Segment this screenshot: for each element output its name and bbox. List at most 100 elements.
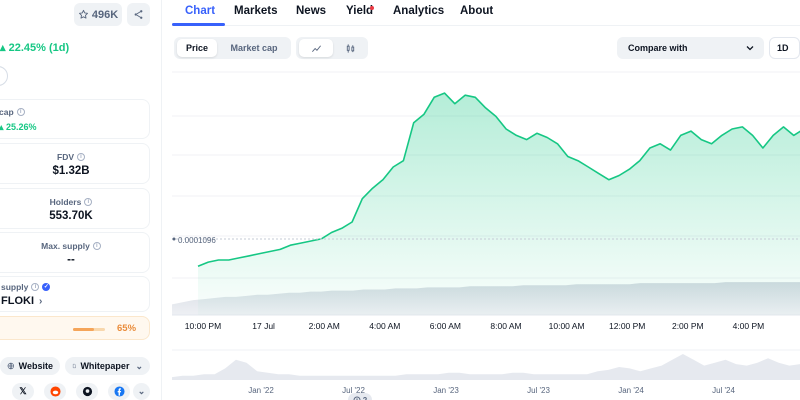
tab-markets[interactable]: Markets	[234, 5, 278, 17]
chart-type-toggle: Price Market cap	[174, 37, 291, 59]
caret-up-icon: ▴	[0, 42, 9, 54]
info-icon[interactable]: i	[92, 242, 101, 250]
coin-sidebar: 496K ▴ 22.45% (1d) cap i ▴ 25.26% FDV i …	[0, 0, 162, 400]
watchlist-count: 496K	[91, 8, 119, 21]
website-label: Website	[18, 361, 53, 371]
circulating-supply-symbol: FLOKI	[1, 295, 34, 307]
fdv-card: FDV i $1.32B	[0, 143, 150, 184]
overview-area	[172, 354, 800, 380]
candlestick-button[interactable]	[334, 39, 366, 57]
fdv-value: $1.32B	[52, 165, 90, 177]
x-axis-tick-label: 6:00 AM	[430, 321, 461, 331]
chart-style-toggle	[296, 37, 368, 59]
info-icon[interactable]: i	[31, 283, 40, 291]
star-icon	[78, 9, 88, 19]
price-change-value: 22.45% (1d)	[8, 42, 70, 54]
circulating-supply-card: supply i ✓ FLOKI ›	[0, 276, 150, 312]
max-supply-card: Max. supply i --	[0, 232, 150, 273]
overview-tick-label: Jan '22	[248, 386, 274, 395]
max-supply-label-row: Max. supply i	[0, 241, 149, 251]
tab-analytics[interactable]: Analytics	[393, 5, 445, 17]
x-axis-tick-label: 8:00 AM	[490, 321, 521, 331]
compare-select[interactable]: Compare with	[617, 37, 764, 59]
coin-tabs: Chart Markets News Yield Analytics About	[172, 0, 800, 26]
notification-dot	[370, 6, 374, 10]
candlestick-icon	[346, 43, 354, 53]
market-cap-change-value: 25.26%	[6, 122, 37, 132]
github-icon[interactable]	[76, 383, 98, 400]
reference-price-label: 0.0001096	[178, 236, 216, 245]
reference-dot	[172, 237, 176, 241]
price-chart-svg: 0.0001096 10:00 PM 17 Jul 2:00 AM 4:00 AM 6:…	[172, 71, 800, 395]
caret-up-icon: ▴	[0, 122, 4, 132]
x-icon[interactable]: 𝕏	[12, 383, 34, 400]
chevron-down-icon	[746, 46, 754, 51]
market-cap-card: cap i ▴ 25.26%	[0, 99, 150, 139]
collapsed-control[interactable]	[0, 66, 8, 86]
x-axis-tick-label: 10:00 AM	[549, 321, 585, 331]
website-button[interactable]: Website	[0, 357, 60, 375]
line-chart-button[interactable]	[299, 39, 333, 57]
info-icon[interactable]: i	[16, 108, 25, 116]
globe-icon	[7, 362, 15, 370]
zoom-history-button[interactable]: 2	[348, 393, 372, 400]
overview-tick-label: Jan '24	[618, 386, 644, 395]
document-icon	[72, 363, 76, 369]
holders-label-row: Holders i	[0, 197, 149, 207]
x-axis-tick-label: 4:00 AM	[369, 321, 400, 331]
supply-progress-fill	[73, 328, 94, 331]
clock-icon	[353, 396, 361, 400]
watchlist-button[interactable]: 496K	[74, 3, 122, 26]
facebook-icon[interactable]	[108, 383, 130, 400]
price-change: ▴ 22.45% (1d)	[0, 41, 69, 54]
whitepaper-button[interactable]: Whitepaper ⌄	[65, 357, 150, 375]
supply-percent: 65%	[117, 323, 137, 334]
line-chart-icon	[311, 44, 321, 52]
circulating-supply-value[interactable]: FLOKI ›	[1, 295, 42, 307]
max-supply-value: --	[67, 254, 75, 266]
info-icon[interactable]: i	[84, 198, 93, 206]
share-icon	[134, 10, 143, 19]
x-axis-tick-label: 4:00 PM	[733, 321, 765, 331]
price-option[interactable]: Price	[177, 39, 217, 57]
price-area-fill	[198, 93, 800, 315]
market-cap-option[interactable]: Market cap	[230, 43, 278, 53]
holders-label: Holders	[49, 197, 82, 207]
tab-about[interactable]: About	[460, 5, 494, 17]
more-socials-button[interactable]: ⌄	[133, 383, 150, 400]
reddit-icon[interactable]	[44, 383, 66, 400]
overview-tick-label: Jul '23	[527, 386, 550, 395]
price-line	[197, 92, 800, 268]
overview-tick-label: Jul '22	[342, 386, 365, 395]
tab-yield[interactable]: Yield	[346, 5, 374, 17]
x-axis-tick-label: 17 Jul	[252, 321, 275, 331]
market-cap-change: ▴ 25.26%	[0, 122, 37, 133]
share-button[interactable]	[127, 3, 150, 26]
whitepaper-label: Whitepaper	[80, 361, 130, 371]
chevron-right-icon: ›	[39, 295, 43, 307]
holders-value: 553.70K	[49, 210, 93, 222]
zoom-count: 2	[362, 395, 368, 400]
circulating-supply-label: supply	[1, 282, 29, 292]
supply-progress-bar	[73, 328, 105, 331]
active-tab-indicator	[172, 23, 225, 26]
fdv-label: FDV	[57, 152, 74, 162]
market-cap-label-row: cap i	[0, 107, 25, 117]
price-chart[interactable]: 0.0001096 10:00 PM 17 Jul 2:00 AM 4:00 AM 6:…	[172, 60, 800, 400]
chevron-down-icon: ⌄	[135, 360, 143, 371]
fdv-label-row: FDV i	[0, 152, 149, 162]
x-axis-tick-label: 2:00 PM	[672, 321, 704, 331]
x-axis-tick-label: 12:00 PM	[609, 321, 645, 331]
overview-tick-label: Jul '24	[712, 386, 735, 395]
holders-card: Holders i 553.70K	[0, 188, 150, 229]
supply-percent-card: 65%	[0, 316, 150, 340]
range-1d-button[interactable]: 1D	[769, 37, 800, 59]
tab-news[interactable]: News	[296, 5, 327, 17]
x-axis-tick-label: 10:00 PM	[185, 321, 221, 331]
compare-placeholder: Compare with	[628, 43, 688, 53]
circulating-supply-label-row: supply i ✓	[1, 282, 51, 292]
tab-chart[interactable]: Chart	[185, 5, 216, 17]
info-icon[interactable]: i	[77, 153, 85, 161]
max-supply-label: Max. supply	[41, 241, 90, 251]
market-cap-label: cap	[0, 107, 14, 117]
